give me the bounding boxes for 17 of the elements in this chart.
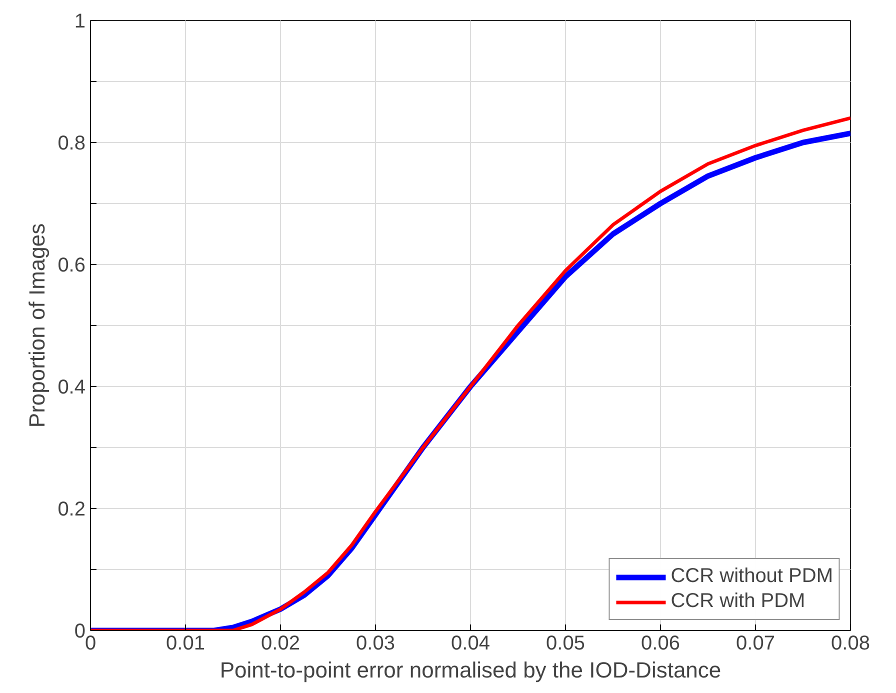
x-tick-label: 0.07 xyxy=(736,632,775,654)
x-tick-label: 0.02 xyxy=(261,632,300,654)
x-tick-label: 0.05 xyxy=(546,632,585,654)
x-tick-label: 0.01 xyxy=(166,632,205,654)
x-tick-label: 0.08 xyxy=(831,632,870,654)
x-axis-title: Point-to-point error normalised by the IOD-Distance xyxy=(220,658,722,682)
legend-label: CCR without PDM xyxy=(670,565,833,588)
y-tick-label: 0.4 xyxy=(58,376,86,398)
y-axis-title: Proportion of Images xyxy=(24,223,50,428)
y-tick-label: 1 xyxy=(74,10,86,32)
x-tick-label: 0.03 xyxy=(356,632,395,654)
x-tick-label: 0.04 xyxy=(451,632,490,654)
y-tick-label: 0.8 xyxy=(58,132,86,154)
y-tick-label: 0.2 xyxy=(58,498,86,520)
legend-label: CCR with PDM xyxy=(670,590,806,613)
x-tick-label: 0.06 xyxy=(641,632,680,654)
y-tick-label: 0.6 xyxy=(58,254,86,276)
